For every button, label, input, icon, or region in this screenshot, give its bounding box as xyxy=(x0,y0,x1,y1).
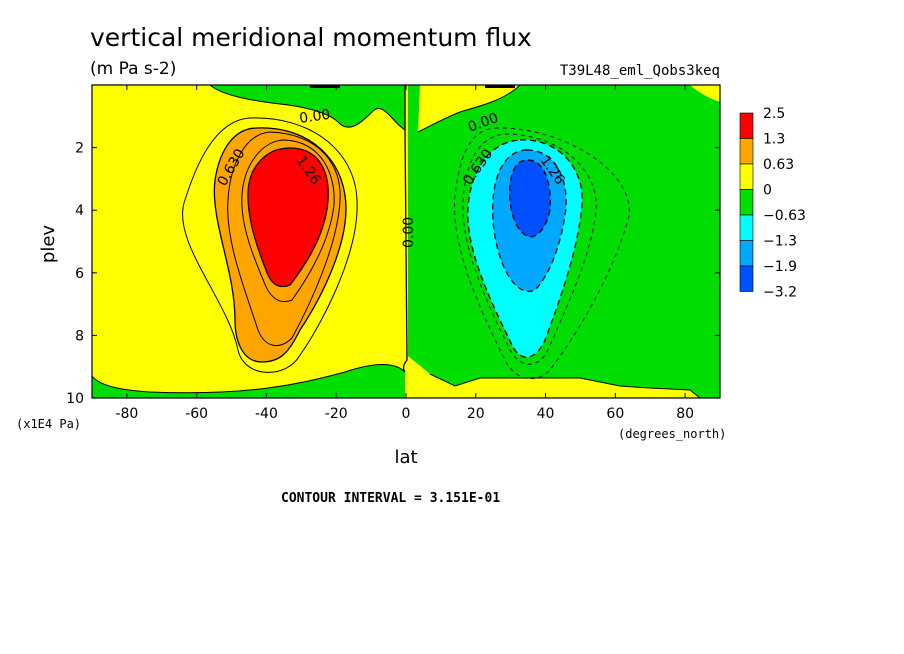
x-tick-label: -20 xyxy=(325,406,348,422)
colorbar-label: 0.63 xyxy=(763,157,794,173)
y-tick-label: 4 xyxy=(75,203,84,219)
colorbar-swatch xyxy=(739,138,754,165)
colorbar-label: 2.5 xyxy=(763,106,785,122)
x-tick-label: 40 xyxy=(537,406,555,422)
y-tick-label: 6 xyxy=(75,266,84,282)
plot-title: vertical meridional momentum flux xyxy=(90,23,532,52)
x-tick-label: -40 xyxy=(255,406,278,422)
contour-pos-mid xyxy=(227,131,341,346)
field-yellow-top-right xyxy=(418,85,520,132)
experiment-label: T39L48_eml_Qobs3keq xyxy=(560,63,720,79)
top-edge-mark xyxy=(485,85,515,88)
contour-label: 0.00 xyxy=(298,107,331,127)
field-lobe-red xyxy=(247,147,329,288)
y-tick-label: 8 xyxy=(75,328,84,344)
colorbar: 2.5 1.3 0.63 0 −0.63 −1.3 −1.9 −3.2 xyxy=(739,106,806,301)
colorbar-label: 0 xyxy=(763,183,772,199)
x-axis-units: (degrees_north) xyxy=(618,427,726,441)
x-tick-label: 20 xyxy=(467,406,485,422)
field-region-green-bottom-left xyxy=(92,364,405,398)
contour-zero-top-right xyxy=(417,85,521,133)
colorbar-label: −3.2 xyxy=(763,285,797,301)
x-axis: -80 -60 -40 -20 0 20 40 60 80 xyxy=(115,85,694,422)
x-tick-label: -80 xyxy=(115,406,138,422)
colorbar-swatch xyxy=(739,214,754,241)
contour-pos-outer xyxy=(182,117,358,373)
contour-pos-inner xyxy=(241,139,335,303)
x-axis-label: lat xyxy=(394,447,417,468)
x-tick-label: 60 xyxy=(606,406,624,422)
x-tick-label: -60 xyxy=(185,406,208,422)
contour-zero-bottom xyxy=(92,364,701,398)
y-tick-label: 10 xyxy=(66,391,84,407)
contour-neg-mid xyxy=(462,133,597,365)
contour-label: 0.00 xyxy=(401,217,417,248)
x-tick-label: 80 xyxy=(676,406,694,422)
x-tick-label: 0 xyxy=(402,406,411,422)
y-axis: 2 4 6 8 10 xyxy=(66,141,720,407)
top-edge-mark xyxy=(310,85,340,88)
colorbar-swatch xyxy=(739,189,754,216)
colorbar-label: −1.3 xyxy=(763,234,797,250)
contour-neg-outer xyxy=(454,127,630,380)
field-region-green-top-left xyxy=(210,85,405,130)
colorbar-swatch xyxy=(739,265,754,292)
colorbar-swatch xyxy=(739,240,754,267)
contour-interval-text: CONTOUR INTERVAL = 3.151E-01 xyxy=(281,491,500,506)
plot-area xyxy=(92,85,720,398)
colorbar-label: −0.63 xyxy=(763,208,806,224)
y-axis-label: plev xyxy=(38,225,59,264)
colorbar-swatch xyxy=(739,112,754,139)
plot-units: (m Pa s-2) xyxy=(90,59,176,79)
y-tick-label: 2 xyxy=(75,141,84,157)
contour-zero-top-left xyxy=(209,85,406,131)
y-axis-units: (x1E4 Pa) xyxy=(16,417,81,431)
field-yellow-top-right-edge xyxy=(690,85,720,102)
colorbar-label: −1.9 xyxy=(763,259,797,275)
colorbar-swatch xyxy=(739,163,754,190)
field-lobe-dark-blue xyxy=(508,159,551,238)
colorbar-label: 1.3 xyxy=(763,132,785,148)
